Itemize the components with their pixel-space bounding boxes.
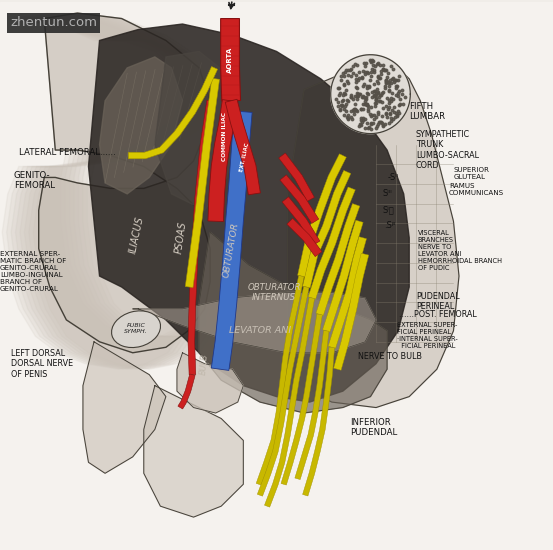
Text: LEVATOR ANI: LEVATOR ANI bbox=[229, 326, 291, 336]
Polygon shape bbox=[24, 13, 202, 369]
Polygon shape bbox=[133, 293, 376, 353]
Polygon shape bbox=[199, 232, 387, 413]
Text: VISCERAL
BRANCHES
NERVE TO
LEVATOR ANI
HEMORRHOIDAL BRANCH
OF PUDIC: VISCERAL BRANCHES NERVE TO LEVATOR ANI H… bbox=[418, 230, 502, 271]
Text: LEFT DORSAL
DORSAL NERVE
OF PENIS: LEFT DORSAL DORSAL NERVE OF PENIS bbox=[11, 349, 73, 378]
Polygon shape bbox=[295, 331, 329, 480]
Polygon shape bbox=[280, 175, 319, 223]
Text: GENITO-
FEMORAL: GENITO- FEMORAL bbox=[14, 171, 55, 190]
Text: OBTURATOR: OBTURATOR bbox=[222, 222, 241, 278]
Polygon shape bbox=[20, 13, 207, 369]
Polygon shape bbox=[100, 57, 182, 194]
Polygon shape bbox=[7, 13, 220, 369]
Text: EXTERNAL SUPER-
FICIAL PERINEAL
·INTERNAL SUPER-
  FICIAL PERINEAL: EXTERNAL SUPER- FICIAL PERINEAL ·INTERNA… bbox=[397, 322, 458, 349]
Polygon shape bbox=[11, 13, 216, 369]
Polygon shape bbox=[211, 111, 252, 370]
Polygon shape bbox=[208, 100, 238, 222]
Text: COMMON ILIAC: COMMON ILIAC bbox=[222, 112, 227, 161]
Text: Sᴵᴵᴵ: Sᴵᴵᴵ bbox=[383, 189, 393, 199]
Polygon shape bbox=[282, 197, 320, 245]
Text: INFERIOR
PUDENDAL: INFERIOR PUDENDAL bbox=[351, 417, 398, 437]
Polygon shape bbox=[221, 19, 241, 101]
Polygon shape bbox=[177, 353, 243, 413]
Text: LATERAL FEMORAL......: LATERAL FEMORAL...... bbox=[19, 148, 116, 157]
Polygon shape bbox=[264, 298, 315, 507]
Polygon shape bbox=[322, 220, 363, 332]
Text: EXT. ILIAC: EXT. ILIAC bbox=[239, 143, 250, 173]
Text: SUPERIOR
GLUTEAL: SUPERIOR GLUTEAL bbox=[453, 167, 489, 179]
Text: SYMPATHETIC
TRUNK
LUMBO-SACRAL
CORD: SYMPATHETIC TRUNK LUMBO-SACRAL CORD bbox=[416, 130, 479, 170]
Text: BULB: BULB bbox=[199, 353, 210, 375]
Text: -Sᴵᴵ: -Sᴵᴵ bbox=[387, 173, 398, 182]
Polygon shape bbox=[83, 342, 166, 474]
Polygon shape bbox=[128, 67, 217, 159]
Ellipse shape bbox=[112, 311, 160, 348]
Text: Sᴵᵭ: Sᴵᵭ bbox=[383, 206, 394, 215]
Polygon shape bbox=[302, 347, 335, 496]
Polygon shape bbox=[178, 374, 195, 409]
Text: AORTA: AORTA bbox=[227, 47, 233, 73]
Polygon shape bbox=[279, 153, 315, 201]
Text: ......POST. FEMORAL: ......POST. FEMORAL bbox=[399, 310, 477, 319]
Text: ILIACUS: ILIACUS bbox=[128, 215, 146, 254]
Text: RAMUS
COMMUNICANS: RAMUS COMMUNICANS bbox=[449, 183, 504, 196]
Polygon shape bbox=[298, 154, 346, 277]
Polygon shape bbox=[29, 13, 206, 369]
Text: PUBIC
SYMPH.: PUBIC SYMPH. bbox=[124, 323, 148, 334]
Polygon shape bbox=[328, 236, 367, 349]
Text: PUDENDAL
PERINEAL: PUDENDAL PERINEAL bbox=[416, 292, 460, 311]
Text: NERVE TO BULB: NERVE TO BULB bbox=[358, 352, 422, 361]
Polygon shape bbox=[331, 54, 410, 134]
Polygon shape bbox=[33, 13, 210, 369]
Polygon shape bbox=[188, 100, 213, 375]
Text: .Sᵝ: .Sᵝ bbox=[384, 221, 395, 230]
Polygon shape bbox=[155, 52, 238, 210]
Polygon shape bbox=[308, 187, 355, 299]
Polygon shape bbox=[88, 24, 409, 402]
Polygon shape bbox=[333, 253, 369, 370]
Polygon shape bbox=[185, 78, 220, 288]
Text: PSOAS: PSOAS bbox=[174, 221, 189, 255]
Polygon shape bbox=[288, 62, 459, 408]
Polygon shape bbox=[256, 276, 304, 485]
Polygon shape bbox=[15, 13, 211, 369]
Text: OBTURATOR
INTERNUS: OBTURATOR INTERNUS bbox=[248, 283, 301, 302]
Text: zhentun.com: zhentun.com bbox=[10, 16, 97, 30]
Polygon shape bbox=[302, 170, 351, 288]
Polygon shape bbox=[281, 314, 322, 485]
Polygon shape bbox=[39, 13, 210, 353]
Text: EXTERNAL SPER-
MATIC BRANCH OF
GENITO-CRURAL
LUMBO-INGUINAL
BRANCH OF
GENITO-CRU: EXTERNAL SPER- MATIC BRANCH OF GENITO-CR… bbox=[0, 251, 66, 292]
Polygon shape bbox=[287, 218, 322, 256]
Polygon shape bbox=[316, 204, 360, 316]
Polygon shape bbox=[225, 99, 260, 195]
Polygon shape bbox=[257, 287, 309, 496]
Polygon shape bbox=[144, 386, 243, 517]
Text: FIFTH
LUMBAR: FIFTH LUMBAR bbox=[409, 102, 445, 122]
Polygon shape bbox=[2, 13, 225, 369]
